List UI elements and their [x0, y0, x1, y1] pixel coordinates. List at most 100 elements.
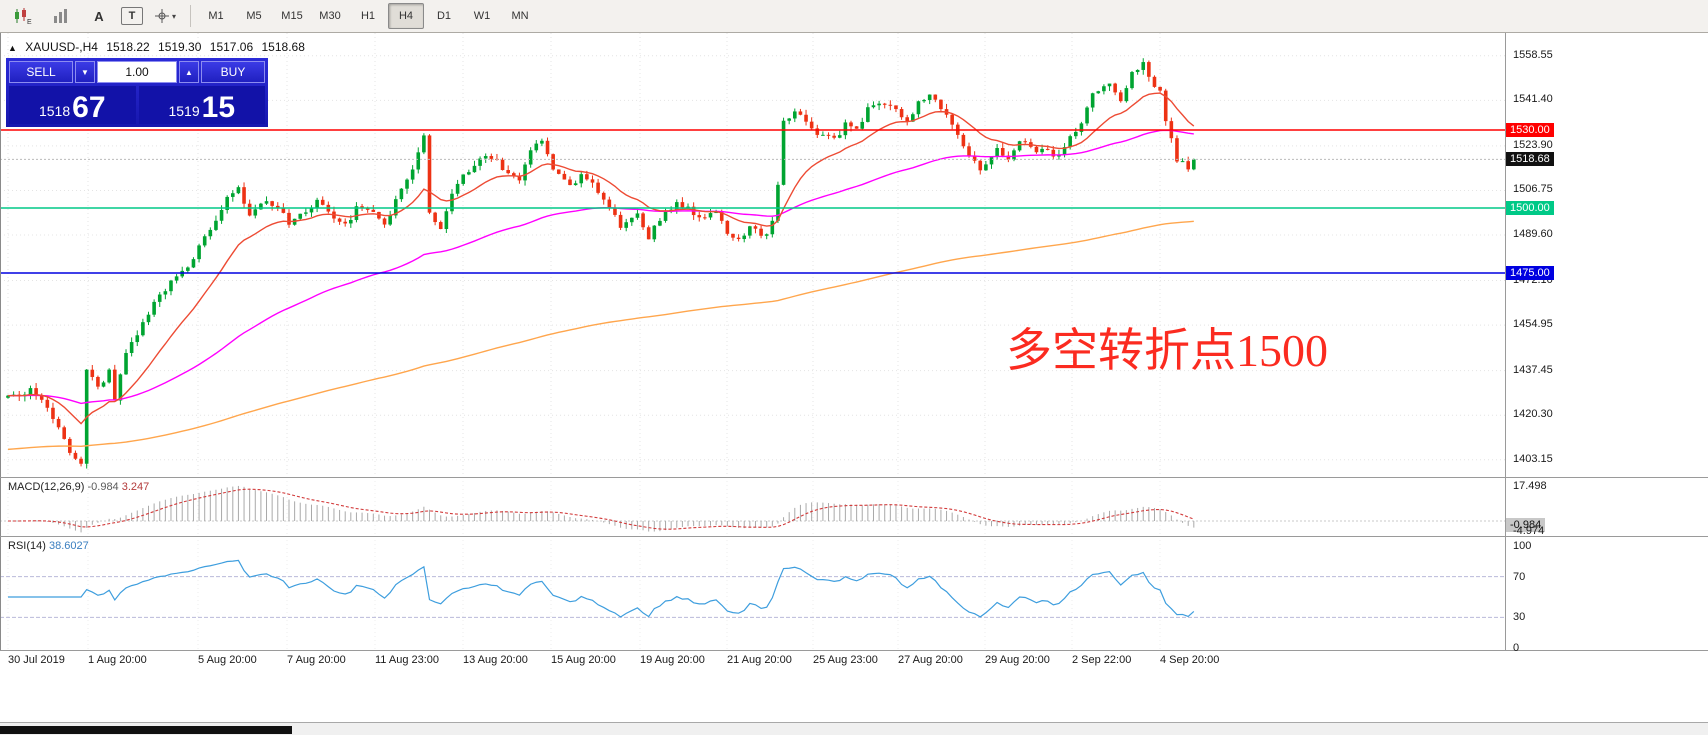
trade-controls-row: SELL ▼ ▲ BUY — [9, 61, 265, 83]
bid-price-fraction: 67 — [72, 91, 106, 124]
rsi-indicator-panel[interactable] — [0, 536, 1505, 650]
volume-dropdown-button[interactable]: ▼ — [75, 61, 95, 83]
time-axis-label: 21 Aug 20:00 — [727, 654, 792, 666]
ohlc-open: 1518.22 — [106, 40, 150, 54]
scrollbar-thumb[interactable] — [0, 726, 292, 734]
macd-title: MACD(12,26,9) — [8, 481, 85, 493]
timeframe-w1-button[interactable]: W1 — [473, 10, 491, 22]
bid-price-display: 1518 67 — [9, 86, 136, 124]
time-axis-label: 4 Sep 20:00 — [1160, 654, 1220, 666]
toolbar-separator — [190, 5, 191, 27]
price-axis-separator — [1505, 33, 1506, 650]
price-axis-label: 1489.60 — [1513, 228, 1553, 241]
time-axis-label: 19 Aug 20:00 — [640, 654, 705, 666]
macd-svg — [0, 477, 1505, 536]
symbol-ohlc-line: ▲ XAUUSD-,H4 1518.22 1519.30 1517.06 151… — [8, 40, 310, 54]
label-tool-icon[interactable]: T — [121, 7, 143, 25]
rsi-title: RSI(14) — [8, 540, 46, 552]
bid-price-main: 1518 — [38, 103, 71, 119]
time-axis-label: 15 Aug 20:00 — [551, 654, 616, 666]
symbol-title: XAUUSD-,H4 — [25, 40, 98, 54]
price-axis-label: 1403.15 — [1513, 452, 1553, 465]
macd-indicator-panel[interactable] — [0, 477, 1505, 536]
rsi-value: 38.6027 — [48, 540, 89, 552]
horizontal-scrollbar[interactable] — [0, 722, 1708, 735]
macd-value-badge: -0.984 — [1506, 517, 1546, 532]
chevron-down-icon: ▼ — [81, 67, 89, 77]
macd-scale-label: 17.498 — [1513, 480, 1547, 492]
rsi-scale-label: 30 — [1513, 611, 1526, 624]
price-marker-1500.00: 1500.00 — [1506, 201, 1554, 215]
price-axis-label: 1454.95 — [1513, 318, 1553, 331]
macd-header: MACD(12,26,9) -0.984 3.247 — [8, 481, 149, 493]
time-axis-label: 13 Aug 20:00 — [463, 654, 528, 666]
rsi-svg — [0, 536, 1505, 650]
ask-price-main: 1519 — [168, 103, 200, 119]
symbol-arrow-icon: ▲ — [8, 43, 17, 53]
toolbar-icons: E A T ▾ — [4, 3, 184, 29]
rsi-scale-label: 70 — [1513, 570, 1526, 583]
bar-chart-icon[interactable] — [43, 3, 79, 29]
ask-price-fraction: 15 — [201, 91, 236, 124]
chevron-up-icon: ▲ — [185, 67, 193, 77]
price-marker-1475.00: 1475.00 — [1506, 266, 1554, 280]
time-axis-label: 11 Aug 23:00 — [375, 654, 440, 666]
time-axis-separator — [0, 650, 1708, 651]
macd-panel-separator — [0, 477, 1708, 478]
chart-annotation-text[interactable]: 多空转折点1500 — [1006, 325, 1328, 376]
rsi-scale-label: 0 — [1513, 642, 1520, 654]
text-tool-icon[interactable]: A — [94, 8, 104, 24]
volume-input[interactable] — [97, 61, 177, 83]
time-axis[interactable]: 30 Jul 2019 1 Aug 20:00 5 Aug 20:00 7 Aug 2… — [0, 650, 1505, 672]
price-marker-1530.00: 1530.00 — [1506, 123, 1554, 137]
chart-left-border — [0, 33, 1, 650]
svg-text:E: E — [27, 19, 32, 25]
time-axis-label: 5 Aug 20:00 — [198, 654, 257, 666]
timeframe-h4-button[interactable]: H4 — [388, 3, 424, 29]
macd-signal-value: 3.247 — [121, 481, 150, 493]
timeframe-mn-button[interactable]: MN — [511, 10, 529, 22]
time-axis-label: 7 Aug 20:00 — [287, 654, 346, 666]
time-axis-label: 1 Aug 20:00 — [88, 654, 147, 666]
ohlc-high: 1519.30 — [158, 40, 202, 54]
rsi-header: RSI(14) 38.6027 — [8, 540, 89, 552]
timeframe-d1-button[interactable]: D1 — [436, 10, 452, 22]
dropdown-caret-icon: ▾ — [171, 11, 176, 21]
timeframe-m30-button[interactable]: M30 — [319, 10, 341, 22]
price-axis-label: 1541.40 — [1513, 93, 1553, 106]
timeframe-h1-button[interactable]: H1 — [360, 10, 376, 22]
timeframe-m5-button[interactable]: M5 — [246, 10, 262, 22]
price-axis-label: 1506.75 — [1513, 183, 1553, 196]
charts-icon[interactable]: E — [5, 3, 41, 29]
ask-price-display: 1519 15 — [138, 86, 265, 124]
price-axis-label: 1558.55 — [1513, 48, 1553, 61]
timeframe-buttons: M1 M5 M15 M30 H1 H4 D1 W1 MN — [197, 3, 539, 29]
ohlc-close: 1518.68 — [261, 40, 305, 54]
quote-row: 1518 67 1519 15 — [9, 86, 265, 124]
ohlc-low: 1517.06 — [209, 40, 254, 54]
main-chart-svg — [0, 33, 1505, 477]
price-axis-label: 1523.90 — [1513, 138, 1553, 151]
rsi-panel-separator — [0, 536, 1708, 537]
time-axis-label: 29 Aug 20:00 — [985, 654, 1050, 666]
sell-button[interactable]: SELL — [9, 61, 73, 83]
crosshair-tool-icon[interactable]: ▾ — [147, 3, 183, 29]
rsi-scale-label: 100 — [1513, 540, 1532, 552]
time-axis-label: 30 Jul 2019 — [8, 654, 65, 666]
price-axis-label: 1437.45 — [1513, 363, 1553, 376]
time-axis-label: 27 Aug 20:00 — [898, 654, 963, 666]
timeframe-m15-button[interactable]: M15 — [281, 10, 303, 22]
time-axis-label: 25 Aug 23:00 — [813, 654, 878, 666]
chart-canvas[interactable] — [0, 33, 1505, 477]
time-axis-label: 2 Sep 22:00 — [1072, 654, 1132, 666]
macd-main-value: -0.984 — [87, 481, 119, 493]
price-axis-label: 1420.30 — [1513, 408, 1553, 421]
timeframe-m1-button[interactable]: M1 — [208, 10, 224, 22]
volume-spinner-button[interactable]: ▲ — [179, 61, 199, 83]
price-axis[interactable]: 1558.551541.401523.901506.751489.601472.… — [1505, 33, 1708, 654]
buy-button[interactable]: BUY — [201, 61, 265, 83]
macd-scale-label: -4.974 — [1513, 524, 1545, 537]
toolbar: E A T ▾ M1 M5 M15 M30 H1 H4 D1 W1 MN — [0, 0, 1708, 33]
